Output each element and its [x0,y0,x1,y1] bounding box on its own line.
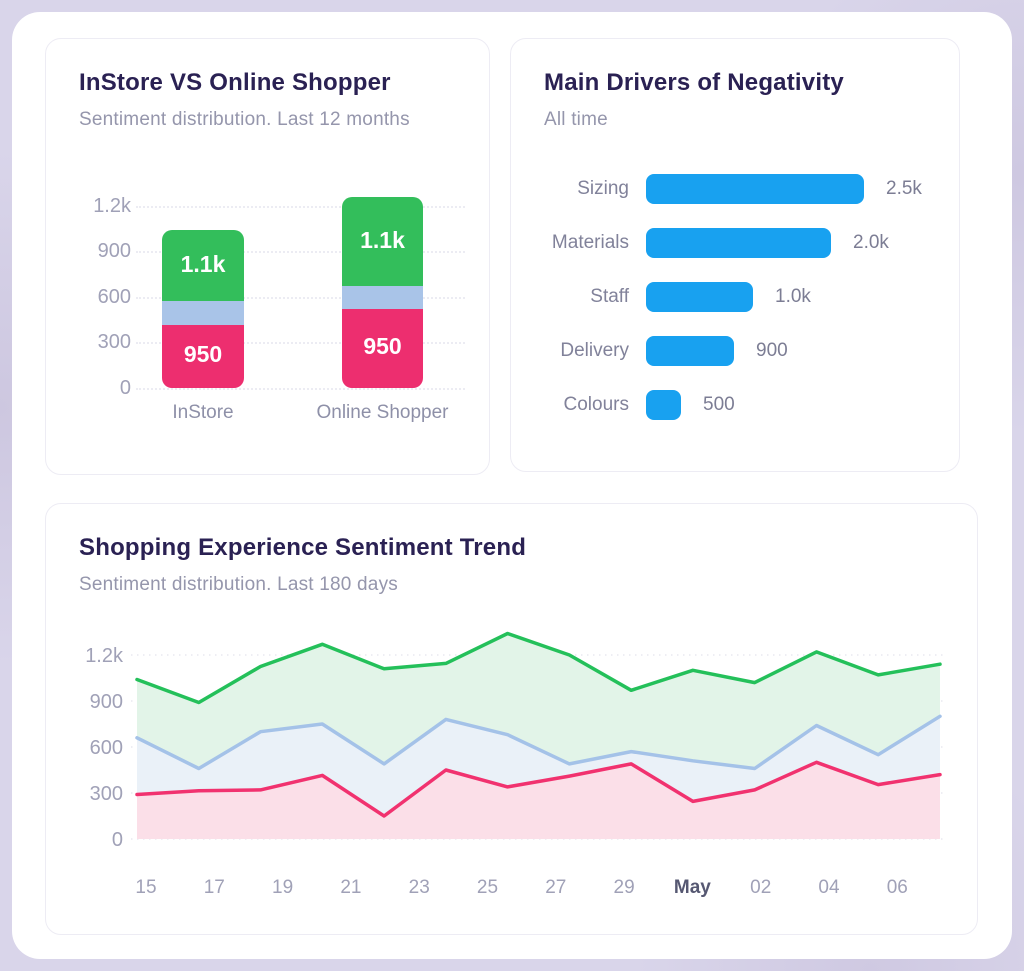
x-axis-tick: 27 [545,877,566,898]
bar-segment-neutral [342,286,423,309]
y-axis-tick: 300 [97,331,131,354]
hbar-value: 500 [703,394,735,415]
y-axis-tick: 600 [97,285,131,308]
y-axis-tick: 0 [119,376,131,399]
bar-segment-value: 1.1k [180,250,226,277]
x-axis-tick: 17 [204,877,225,898]
x-axis-category: Online Shopper [316,402,449,423]
hbar-row: Sizing 2.5k [511,174,959,204]
hbar-value: 2.5k [886,178,922,199]
hbar-row: Staff 1.0k [511,282,959,312]
hbar-bar [646,174,864,204]
card-subtitle: All time [544,109,608,130]
hbar-category: Colours [563,394,629,415]
hbar-row: Delivery 900 [511,336,959,366]
card-subtitle: Sentiment distribution. Last 12 months [79,109,410,130]
y-axis-tick: 1.2k [93,195,131,217]
trend-line-negative [135,760,942,818]
x-axis-tick: 23 [409,877,430,898]
hbar-value: 2.0k [853,232,889,253]
card-subtitle: Sentiment distribution. Last 180 days [79,574,398,595]
card-title: Shopping Experience Sentiment Trend [79,534,527,561]
x-axis-tick: 06 [887,877,908,898]
hbar-category: Staff [590,286,629,307]
y-axis-tick: 1.2k [85,645,124,667]
card-title: Main Drivers of Negativity [544,69,844,96]
hbar-value: 900 [756,340,788,361]
bar-segment-negative: 950 [162,324,244,388]
bar-segment-value: 950 [363,333,402,360]
hbar-bar [646,282,753,312]
bar-segment-negative: 950 [342,308,423,388]
hbar-value: 1.0k [775,286,811,307]
stacked-bar: 1.1k 950 [162,230,244,388]
gridline [136,251,465,254]
x-axis-tick: 02 [750,877,771,898]
bar-segment-value: 950 [183,341,223,368]
card-sentiment-trend: Shopping Experience Sentiment Trend Sent… [45,503,978,935]
hbar-category: Sizing [577,178,629,199]
x-axis-tick: 25 [477,877,498,898]
x-axis-category: InStore [172,402,234,423]
hbar-row: Materials 2.0k [511,228,959,258]
x-axis-tick: 19 [272,877,293,898]
gridline [136,387,465,390]
card-instore-vs-online: InStore VS Online Shopper Sentiment dist… [45,38,490,475]
hbar-bar [646,390,681,420]
x-axis-tick: May [674,877,711,898]
hbar-bar [646,336,734,366]
bar-segment-value: 1.1k [360,226,405,253]
y-axis-tick: 900 [90,691,123,713]
x-axis-tick: 15 [135,877,156,898]
bar-segment-positive: 1.1k [162,230,244,302]
gridline [136,296,465,299]
x-axis-tick: 04 [818,877,840,898]
hbar-row: Colours 500 [511,390,959,420]
hbar-category: Delivery [560,340,629,361]
gridline [136,342,465,345]
y-axis-tick: 600 [90,737,123,759]
gridline [136,206,465,208]
card-main-drivers: Main Drivers of Negativity All time Sizi… [510,38,960,472]
bar-segment-neutral [162,301,244,325]
y-axis-tick: 900 [97,240,131,263]
trend-line-positive [135,631,942,705]
hbar-bar [646,228,831,258]
y-axis-tick: 0 [112,829,123,851]
area-trend-chart: 1.2k 900 600 300 0 15 17 19 21 23 25 27 29 May 02 04 06 [79,601,959,901]
x-axis-tick: 21 [340,877,361,898]
trend-line-neutral [135,714,942,771]
card-title: InStore VS Online Shopper [79,69,391,96]
stacked-bar: 1.1k 950 [342,196,423,388]
bar-segment-positive: 1.1k [342,196,423,287]
x-axis-tick: 29 [614,877,635,898]
area-fill-negative [137,762,940,839]
y-axis-tick: 300 [90,783,123,805]
horizontal-bar-chart: Sizing 2.5k Materials 2.0k Staff 1.0k Delivery… [511,174,959,444]
hbar-category: Materials [551,232,629,253]
